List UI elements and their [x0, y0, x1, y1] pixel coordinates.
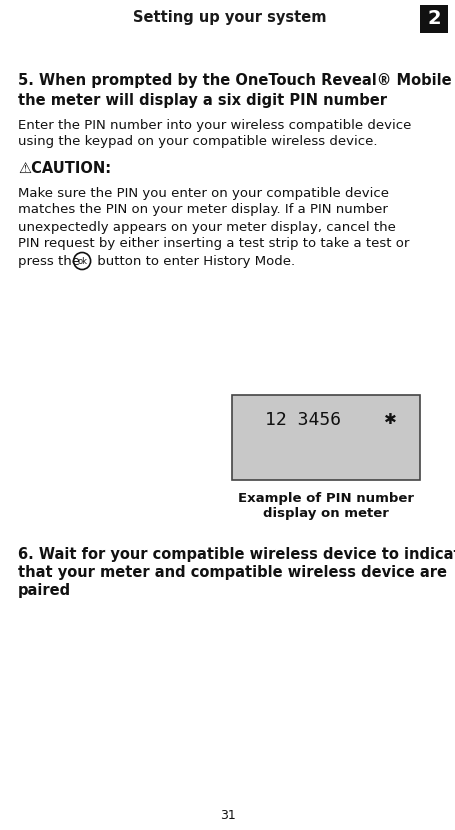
Text: using the keypad on your compatible wireless device.: using the keypad on your compatible wire…: [18, 135, 378, 149]
Text: Setting up your system: Setting up your system: [133, 11, 327, 26]
Text: 6. Wait for your compatible wireless device to indicate: 6. Wait for your compatible wireless dev…: [18, 548, 455, 563]
Text: ok: ok: [77, 256, 87, 266]
Text: unexpectedly appears on your meter display, cancel the: unexpectedly appears on your meter displ…: [18, 221, 396, 233]
Text: 2: 2: [427, 9, 441, 28]
Text: that your meter and compatible wireless device are: that your meter and compatible wireless …: [18, 565, 447, 580]
Text: button to enter History Mode.: button to enter History Mode.: [93, 255, 295, 267]
Text: ⚠CAUTION:: ⚠CAUTION:: [18, 160, 111, 175]
Bar: [232, 395, 420, 480]
Text: ✱: ✱: [384, 413, 396, 427]
Bar: [420, 5, 448, 33]
Text: matches the PIN on your meter display. If a PIN number: matches the PIN on your meter display. I…: [18, 203, 388, 217]
Text: 5. When prompted by the OneTouch Reveal® Mobile App,: 5. When prompted by the OneTouch Reveal®…: [18, 72, 455, 87]
Text: paired: paired: [18, 583, 71, 598]
Text: PIN request by either inserting a test strip to take a test or: PIN request by either inserting a test s…: [18, 237, 410, 251]
Text: 12 3456: 12 3456: [265, 411, 342, 429]
Text: the meter will display a six digit PIN number: the meter will display a six digit PIN n…: [18, 92, 387, 108]
Text: display on meter: display on meter: [263, 507, 389, 520]
Text: Example of PIN number: Example of PIN number: [238, 491, 414, 505]
Text: 31: 31: [220, 808, 235, 822]
Text: press the: press the: [18, 255, 84, 267]
Text: Make sure the PIN you enter on your compatible device: Make sure the PIN you enter on your comp…: [18, 187, 389, 199]
Text: Enter the PIN number into your wireless compatible device: Enter the PIN number into your wireless …: [18, 119, 411, 131]
